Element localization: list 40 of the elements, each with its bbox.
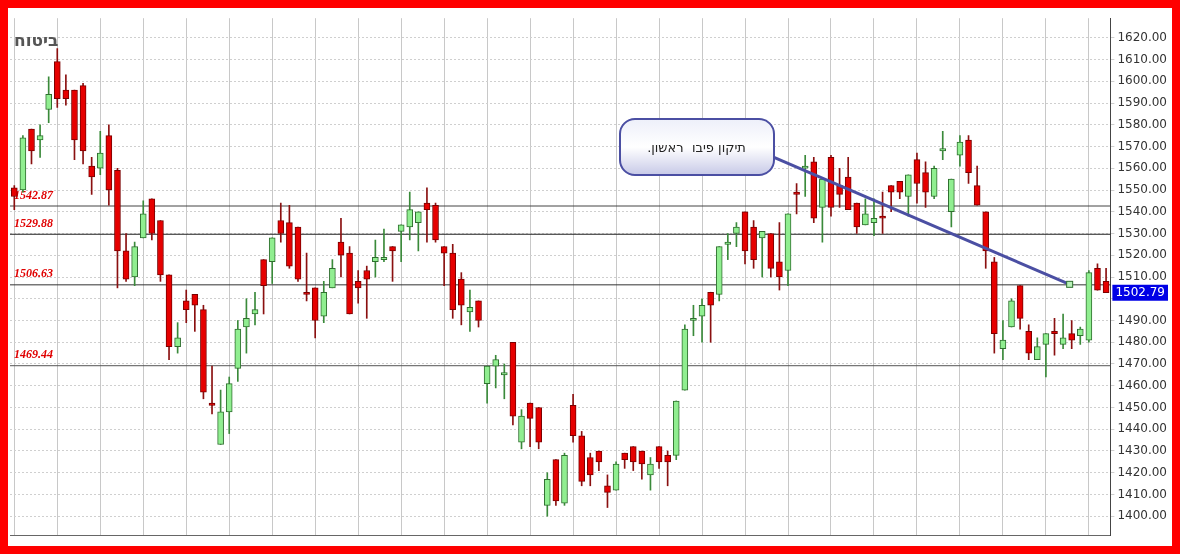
y-tick-label: 1410.00 [1117, 486, 1167, 501]
y-tick-label: 1550.00 [1117, 182, 1167, 197]
y-tick-label: 1510.00 [1117, 269, 1167, 284]
y-tick-label: 1520.00 [1117, 247, 1167, 262]
y-tick-label: 1460.00 [1117, 377, 1167, 392]
y-tick-label: 1590.00 [1117, 95, 1167, 110]
y-tick-label: 1490.00 [1117, 312, 1167, 327]
y-tick-label: 1470.00 [1117, 356, 1167, 371]
text: ביטוח [14, 30, 59, 51]
text: 1502.79 [1115, 284, 1165, 299]
ref-line-label: 1542.87 [14, 187, 54, 202]
y-tick-label: 1580.00 [1117, 116, 1167, 131]
y-tick-label: 1420.00 [1117, 464, 1167, 479]
y-tick-label: 1600.00 [1117, 73, 1167, 88]
candlestick [1068, 320, 1076, 350]
candlestick [758, 231, 766, 278]
y-tick-label: 1560.00 [1117, 160, 1167, 175]
y-tick-label: 1620.00 [1117, 29, 1167, 44]
candlestick [380, 228, 388, 263]
candlestick [208, 365, 216, 415]
y-tick-label: 1480.00 [1117, 334, 1167, 349]
ref-line-label: 1469.44 [14, 347, 53, 362]
y-tick-label: 1440.00 [1117, 421, 1167, 436]
candlestick [939, 130, 947, 160]
y-tick-label: 1430.00 [1117, 443, 1167, 458]
callout-box: תיקון פיבו ראשון. [618, 118, 775, 177]
y-tick-label: 1570.00 [1117, 138, 1167, 153]
ref-line-label: 1506.63 [14, 266, 53, 281]
y-tick-label: 1610.00 [1117, 51, 1167, 66]
candlestick [801, 154, 809, 197]
y-tick-label: 1540.00 [1117, 203, 1167, 218]
candlestick [724, 233, 732, 260]
y-tick-label: 1400.00 [1117, 508, 1167, 523]
ref-line-label: 1529.88 [14, 215, 53, 230]
candlestick [397, 224, 405, 263]
y-tick-label: 1450.00 [1117, 399, 1167, 414]
y-tick-label: 1530.00 [1117, 225, 1167, 240]
candlestick [500, 363, 508, 400]
candlestick [363, 265, 371, 319]
candlestick [492, 354, 500, 389]
